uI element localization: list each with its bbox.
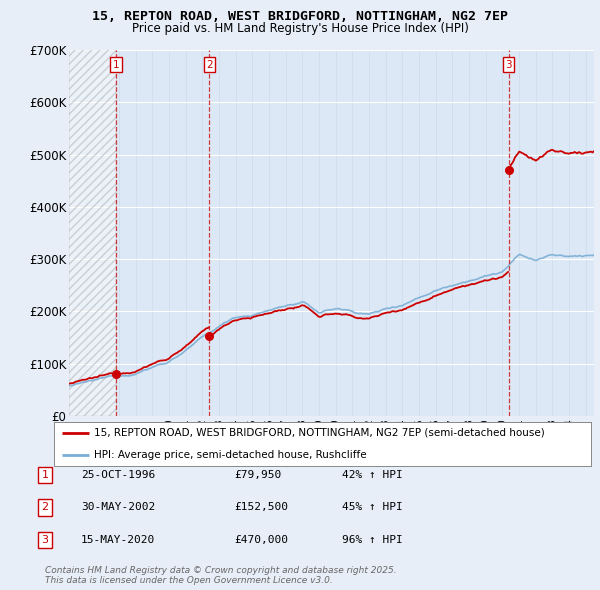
Text: 45% ↑ HPI: 45% ↑ HPI [342, 503, 403, 512]
Text: 42% ↑ HPI: 42% ↑ HPI [342, 470, 403, 480]
Text: 30-MAY-2002: 30-MAY-2002 [81, 503, 155, 512]
Text: Contains HM Land Registry data © Crown copyright and database right 2025.
This d: Contains HM Land Registry data © Crown c… [45, 566, 397, 585]
Text: £152,500: £152,500 [234, 503, 288, 512]
Text: Price paid vs. HM Land Registry's House Price Index (HPI): Price paid vs. HM Land Registry's House … [131, 22, 469, 35]
Text: 1: 1 [113, 60, 119, 70]
Text: 15, REPTON ROAD, WEST BRIDGFORD, NOTTINGHAM, NG2 7EP (semi-detached house): 15, REPTON ROAD, WEST BRIDGFORD, NOTTING… [94, 428, 545, 438]
Text: 3: 3 [41, 535, 49, 545]
Text: 2: 2 [206, 60, 212, 70]
Bar [69, 50, 116, 416]
Text: 25-OCT-1996: 25-OCT-1996 [81, 470, 155, 480]
Text: 2: 2 [41, 503, 49, 512]
Text: 96% ↑ HPI: 96% ↑ HPI [342, 535, 403, 545]
Text: HPI: Average price, semi-detached house, Rushcliffe: HPI: Average price, semi-detached house,… [94, 450, 367, 460]
Bar [69, 50, 116, 416]
Text: 15, REPTON ROAD, WEST BRIDGFORD, NOTTINGHAM, NG2 7EP: 15, REPTON ROAD, WEST BRIDGFORD, NOTTING… [92, 10, 508, 23]
Text: £470,000: £470,000 [234, 535, 288, 545]
Text: 1: 1 [41, 470, 49, 480]
Text: £79,950: £79,950 [234, 470, 281, 480]
Text: 3: 3 [505, 60, 512, 70]
Text: 15-MAY-2020: 15-MAY-2020 [81, 535, 155, 545]
